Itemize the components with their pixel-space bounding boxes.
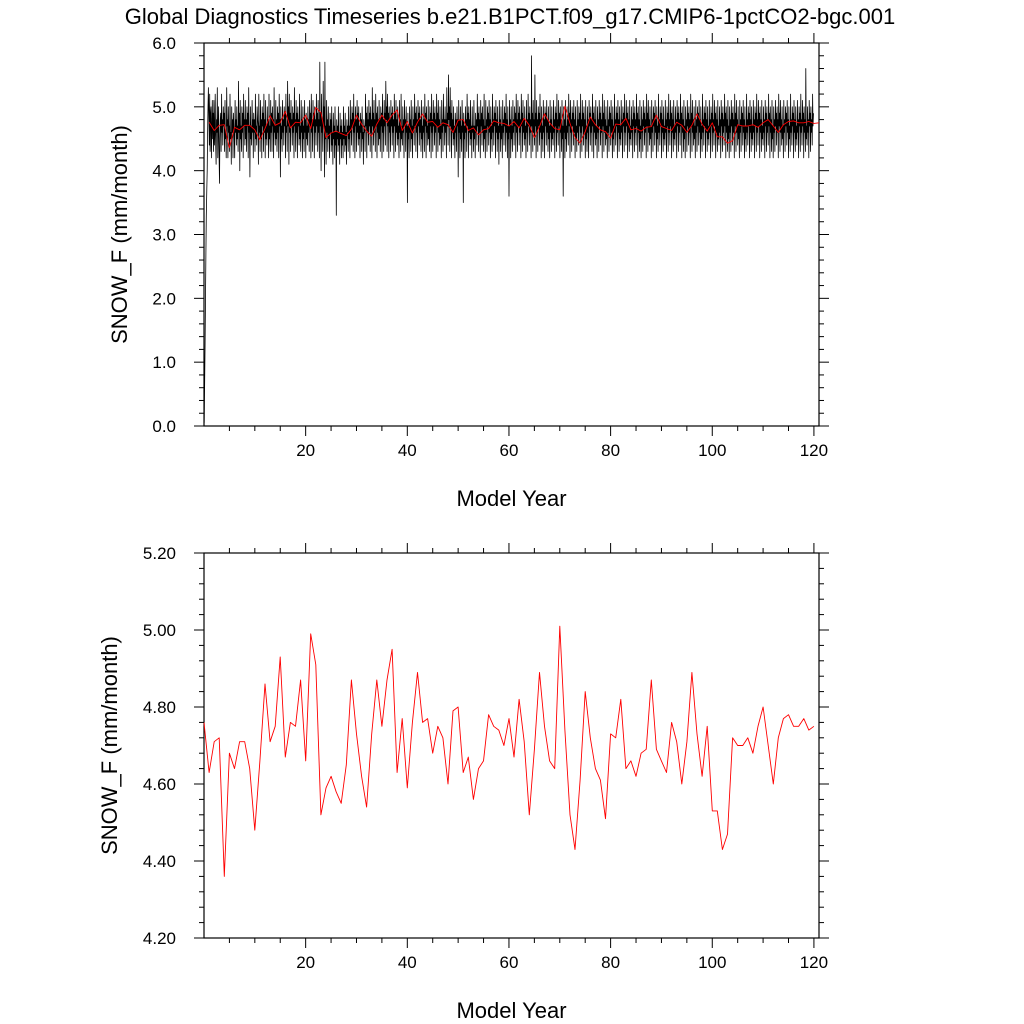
y-tick-label: 4.20: [143, 929, 176, 948]
x-axis: 20 40 60 80 100 120: [228, 33, 828, 460]
x-tick-label: 100: [698, 953, 726, 972]
y-axis: 4.20 4.40 4.60 4.80 5.00 5.20: [143, 544, 829, 948]
x-tick-label: 40: [398, 441, 417, 460]
y-tick-label: 5.0: [152, 98, 176, 117]
x-tick-label: 80: [601, 441, 620, 460]
y-tick-label: 2.0: [152, 289, 176, 308]
x-tick-label: 40: [398, 953, 417, 972]
y-tick-label: 4.40: [143, 852, 176, 871]
y-tick-label: 6.0: [152, 34, 176, 53]
series-group: [203, 625, 815, 877]
monthly-series-line: [203, 55, 814, 423]
y-tick-label: 5.20: [143, 544, 176, 563]
plot-frame: [203, 552, 820, 939]
y-tick-label: 4.80: [143, 698, 176, 717]
bottom-panel: 20 40 60 80 100 120 4.20 4.40 4.60 4.80 5.00 5.20 Mo…: [97, 543, 829, 1023]
x-tick-label: 100: [698, 441, 726, 460]
annual-series-line: [203, 625, 815, 877]
y-axis: 0.0 1.0 2.0 3.0 4.0 5.0 6.0: [152, 34, 829, 436]
x-axis-label: Model Year: [456, 486, 566, 511]
x-axis-label: Model Year: [456, 998, 566, 1023]
y-axis-label: SNOW_F (mm/month): [97, 636, 122, 855]
x-tick-label: 120: [800, 441, 828, 460]
x-tick-label: 20: [296, 441, 315, 460]
y-axis-label: SNOW_F (mm/month): [107, 125, 132, 344]
x-tick-label: 80: [601, 953, 620, 972]
x-axis: 20 40 60 80 100 120: [228, 543, 828, 972]
y-tick-label: 3.0: [152, 226, 176, 245]
y-tick-label: 4.0: [152, 162, 176, 181]
x-tick-label: 120: [800, 953, 828, 972]
y-tick-label: 0.0: [152, 417, 176, 436]
y-tick-label: 1.0: [152, 353, 176, 372]
y-tick-label: 4.60: [143, 775, 176, 794]
y-tick-label: 5.00: [143, 621, 176, 640]
series-group: [203, 55, 820, 423]
x-tick-label: 60: [499, 441, 518, 460]
annual-series-line: [208, 105, 820, 149]
x-tick-label: 20: [296, 953, 315, 972]
x-tick-label: 60: [499, 953, 518, 972]
top-panel: 20 40 60 80 100 120 0.0 1.0 2.0 3.0 4.0 5.0 6.0 Model…: [107, 33, 829, 511]
figure-title: Global Diagnostics Timeseries b.e21.B1PC…: [125, 4, 895, 29]
